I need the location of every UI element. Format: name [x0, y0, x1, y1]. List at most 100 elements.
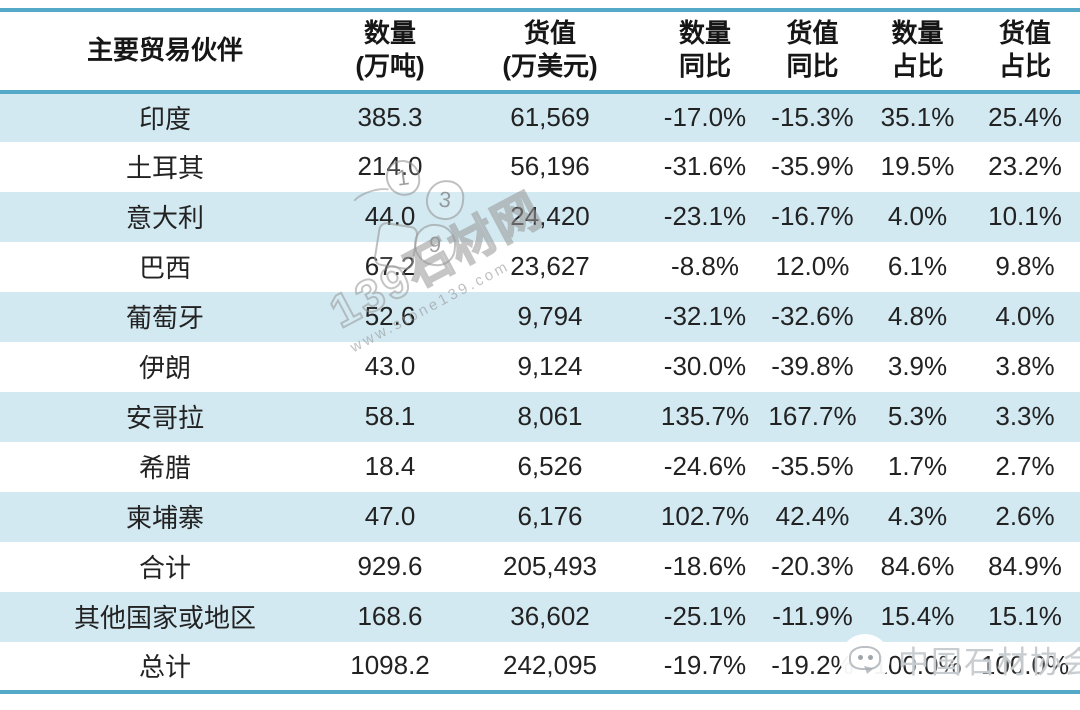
cell-value-yoy: -32.6%	[760, 291, 865, 342]
cell-quantity-yoy: -24.6%	[663, 451, 747, 482]
cell-value-yoy: -39.8%	[771, 351, 854, 382]
table-row: 安哥拉 58.1 8,061 135.7% 167.7% 5.3% 3.3%	[0, 391, 1080, 442]
cell-quantity-share: 100.0%	[873, 650, 962, 681]
cell-quantity-yoy: -17.0%	[650, 91, 760, 142]
cell-quantity-yoy: -25.1%	[650, 591, 760, 642]
cell-value: 36,602	[450, 591, 650, 642]
cell-quantity-yoy: -8.8%	[671, 251, 739, 282]
header-quantity-yoy: 数量 同比	[650, 10, 760, 94]
cell-value-share: 23.2%	[988, 151, 1062, 182]
header-value: 货值 (万美元)	[450, 10, 650, 94]
cell-value-share: 25.4%	[970, 91, 1080, 142]
cell-quantity-share: 19.5%	[880, 151, 955, 182]
cell-value: 56,196	[510, 151, 590, 182]
cell-value: 23,627	[510, 251, 590, 282]
cell-quantity: 44.0	[330, 191, 450, 242]
cell-value-yoy: -19.2%	[771, 650, 854, 681]
table-row: 伊朗 43.0 9,124 -30.0% -39.8% 3.9% 3.8%	[0, 342, 1080, 392]
cell-partner: 柬埔寨	[0, 491, 330, 542]
cell-value-yoy: -20.3%	[771, 551, 854, 582]
cell-value-share: 15.1%	[970, 591, 1080, 642]
cell-value-share: 3.3%	[970, 391, 1080, 442]
cell-quantity: 43.0	[364, 351, 416, 382]
table-row: 土耳其 214.0 56,196 -31.6% -35.9% 19.5% 23.…	[0, 142, 1080, 192]
cell-value-yoy: -35.9%	[771, 151, 854, 182]
cell-value: 6,526	[517, 451, 583, 482]
table-row: 意大利 44.0 24,420 -23.1% -16.7% 4.0% 10.1%	[0, 191, 1080, 242]
cell-quantity: 929.6	[357, 551, 423, 582]
cell-value-share: 100.0%	[980, 650, 1070, 681]
cell-quantity-share: 3.9%	[887, 351, 948, 382]
cell-quantity-share: 1.7%	[887, 451, 948, 482]
cell-partner: 意大利	[0, 191, 330, 242]
cell-value-share: 2.7%	[995, 451, 1055, 482]
trade-partners-table: 主要贸易伙伴 数量 (万吨) 货值 (万美元) 数量 同比 货值 同比 数量 占…	[0, 8, 1080, 694]
cell-quantity-share: 35.1%	[865, 91, 970, 142]
cell-quantity-share: 4.0%	[865, 191, 970, 242]
header-partner: 主要贸易伙伴	[0, 10, 330, 94]
cell-quantity: 18.4	[364, 451, 416, 482]
cell-value-share: 2.6%	[970, 491, 1080, 542]
table-body: 印度 385.3 61,569 -17.0% -15.3% 35.1% 25.4…	[0, 91, 1080, 692]
cell-value-yoy: -11.9%	[760, 591, 865, 642]
cell-quantity-yoy: 135.7%	[650, 391, 760, 442]
cell-value: 9,124	[517, 351, 583, 382]
header-value-yoy: 货值 同比	[760, 10, 865, 94]
cell-value: 242,095	[503, 650, 597, 681]
table-row: 其他国家或地区 168.6 36,602 -25.1% -11.9% 15.4%…	[0, 591, 1080, 642]
cell-value-yoy: 12.0%	[775, 251, 850, 282]
cell-quantity-share: 6.1%	[887, 251, 948, 282]
cell-partner: 安哥拉	[0, 391, 330, 442]
header-quantity: 数量 (万吨)	[330, 10, 450, 94]
cell-value-share: 9.8%	[995, 251, 1055, 282]
cell-quantity-share: 4.8%	[865, 291, 970, 342]
cell-value: 205,493	[503, 551, 597, 582]
cell-value: 24,420	[450, 191, 650, 242]
cell-quantity: 1098.2	[350, 650, 430, 681]
cell-partner: 巴西	[138, 253, 191, 284]
cell-quantity: 52.6	[330, 291, 450, 342]
cell-value-share: 10.1%	[970, 191, 1080, 242]
cell-partner: 印度	[0, 91, 330, 142]
cell-partner: 伊朗	[138, 353, 191, 384]
table-row: 巴西 67.2 23,627 -8.8% 12.0% 6.1% 9.8%	[0, 242, 1080, 292]
cell-value: 61,569	[450, 91, 650, 142]
cell-quantity-yoy: -32.1%	[650, 291, 760, 342]
cell-partner: 葡萄牙	[0, 291, 330, 342]
table-row: 总计 1098.2 242,095 -19.7% -19.2% 100.0% 1…	[0, 642, 1080, 692]
cell-value-share: 84.9%	[988, 551, 1062, 582]
cell-quantity-share: 84.6%	[880, 551, 955, 582]
header-value-share: 货值 占比	[970, 10, 1080, 94]
cell-partner: 希腊	[138, 453, 191, 484]
table-header: 主要贸易伙伴 数量 (万吨) 货值 (万美元) 数量 同比 货值 同比 数量 占…	[0, 10, 1080, 94]
cell-value-yoy: 42.4%	[760, 491, 865, 542]
cell-value-share: 3.8%	[995, 351, 1055, 382]
cell-partner: 总计	[138, 652, 191, 683]
table-row: 合计 929.6 205,493 -18.6% -20.3% 84.6% 84.…	[0, 542, 1080, 592]
cell-quantity: 47.0	[330, 491, 450, 542]
cell-quantity-share: 4.3%	[865, 491, 970, 542]
cell-quantity: 168.6	[330, 591, 450, 642]
cell-value-share: 4.0%	[970, 291, 1080, 342]
cell-value-yoy: -16.7%	[760, 191, 865, 242]
header-row: 主要贸易伙伴 数量 (万吨) 货值 (万美元) 数量 同比 货值 同比 数量 占…	[0, 10, 1080, 94]
cell-partner: 合计	[138, 553, 191, 584]
cell-quantity-yoy: -19.7%	[663, 650, 747, 681]
cell-quantity-yoy: -18.6%	[663, 551, 747, 582]
table-row: 柬埔寨 47.0 6,176 102.7% 42.4% 4.3% 2.6%	[0, 491, 1080, 542]
table-row: 葡萄牙 52.6 9,794 -32.1% -32.6% 4.8% 4.0%	[0, 291, 1080, 342]
cell-quantity-yoy: -30.0%	[663, 351, 747, 382]
cell-quantity-yoy: -31.6%	[663, 151, 747, 182]
cell-quantity: 67.2	[364, 251, 416, 282]
cell-quantity: 214.0	[357, 151, 423, 182]
cell-value: 9,794	[450, 291, 650, 342]
cell-partner: 土耳其	[125, 153, 204, 184]
cell-quantity-share: 5.3%	[865, 391, 970, 442]
cell-value: 6,176	[450, 491, 650, 542]
cell-quantity: 385.3	[330, 91, 450, 142]
cell-quantity: 58.1	[330, 391, 450, 442]
cell-quantity-yoy: 102.7%	[650, 491, 760, 542]
cell-value-yoy: 167.7%	[760, 391, 865, 442]
cell-value: 8,061	[450, 391, 650, 442]
header-quantity-share: 数量 占比	[865, 10, 970, 94]
